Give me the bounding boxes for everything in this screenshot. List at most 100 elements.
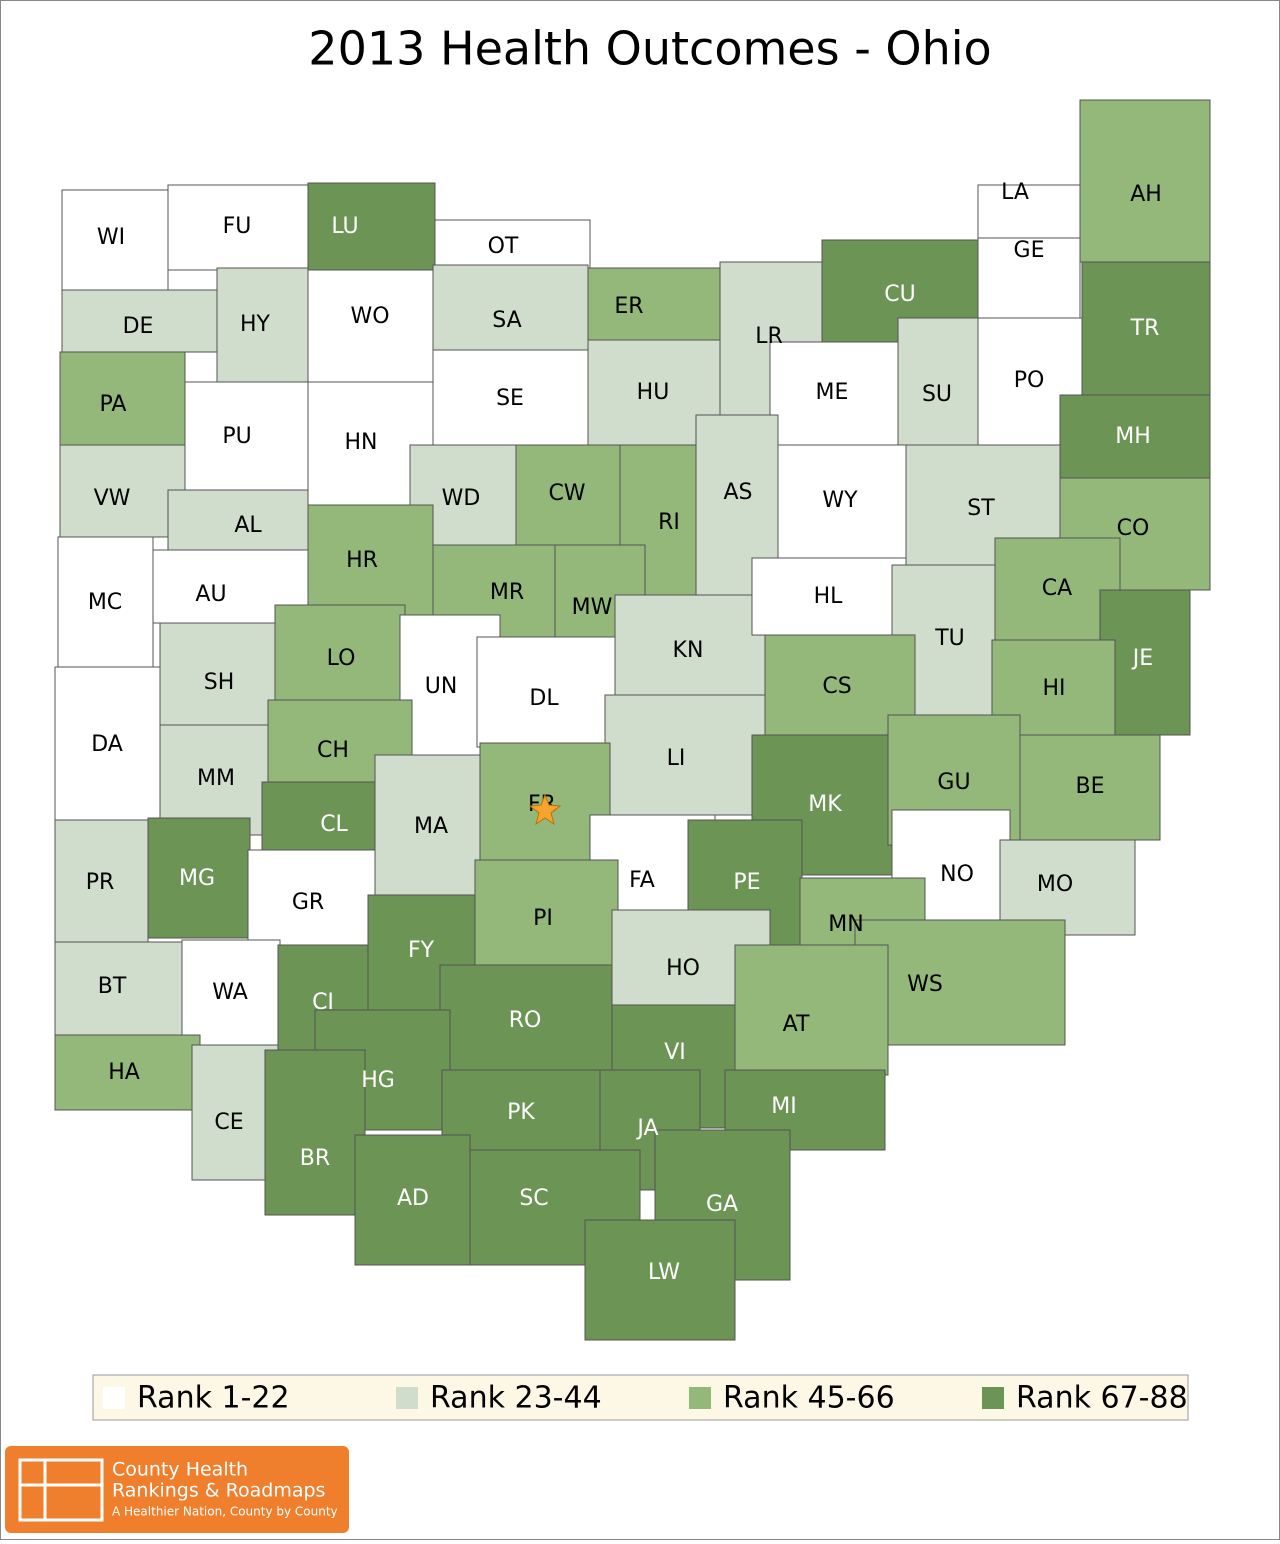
county-label: OT xyxy=(488,234,519,259)
legend-box xyxy=(92,1374,1189,1421)
county xyxy=(977,237,1081,319)
legend-swatch xyxy=(396,1387,418,1409)
county-label: HO xyxy=(666,956,700,981)
county xyxy=(439,964,613,1081)
county xyxy=(57,536,154,668)
county-label: WD xyxy=(442,486,481,511)
legend: Rank 1-22 Rank 23-44 Rank 45-66 Rank 67-88 xyxy=(103,1381,1188,1416)
legend-label: Rank 67-88 xyxy=(1016,1381,1188,1416)
county xyxy=(1019,734,1161,841)
county-label: AL xyxy=(234,513,262,538)
legend-swatch xyxy=(982,1387,1004,1409)
county-label: CH xyxy=(317,738,349,763)
county-label: WA xyxy=(212,980,248,1005)
county-label: JA xyxy=(635,1116,658,1141)
county-label: ER xyxy=(614,294,643,319)
county xyxy=(167,184,309,271)
county xyxy=(614,594,766,701)
county-label: MH xyxy=(1115,424,1151,449)
county xyxy=(264,1049,366,1216)
county xyxy=(604,694,766,816)
county-label: HR xyxy=(346,548,378,573)
county-label: LI xyxy=(667,746,686,771)
county xyxy=(61,289,218,353)
county-label: MR xyxy=(490,580,524,605)
county xyxy=(734,944,889,1076)
county-label: MA xyxy=(414,814,448,839)
county xyxy=(977,184,1081,239)
county-label: KN xyxy=(673,638,704,663)
county-label: JE xyxy=(1131,646,1153,671)
county xyxy=(147,817,251,939)
legend-swatch xyxy=(689,1387,711,1409)
county xyxy=(54,941,183,1039)
county-label: SE xyxy=(496,386,524,411)
county-label: SC xyxy=(519,1186,548,1211)
county-label: PA xyxy=(100,392,127,417)
legend-label: Rank 1-22 xyxy=(137,1381,290,1416)
county-label: GR xyxy=(292,890,324,915)
county-label: MK xyxy=(808,792,842,817)
county-label: NO xyxy=(940,862,974,887)
county xyxy=(354,1134,471,1266)
county-label: LA xyxy=(1001,180,1029,205)
county-label: SA xyxy=(492,308,521,333)
county-label: GE xyxy=(1014,238,1045,263)
legend-label: Rank 45-66 xyxy=(723,1381,895,1416)
county-label: GU xyxy=(937,770,970,795)
county xyxy=(897,317,979,446)
county-label: ME xyxy=(816,380,849,405)
county-label: PK xyxy=(507,1100,535,1125)
county-label: CE xyxy=(214,1110,243,1135)
county-label: BT xyxy=(98,974,127,999)
county-label: PI xyxy=(533,906,553,931)
county-label: MO xyxy=(1037,872,1073,897)
county-label: MW xyxy=(572,595,613,620)
county-label: AD xyxy=(397,1186,429,1211)
county xyxy=(274,604,406,701)
capital-star xyxy=(528,793,562,826)
county xyxy=(476,636,616,748)
county-label: LO xyxy=(327,646,356,671)
county-label: WO xyxy=(350,304,389,329)
county xyxy=(1059,394,1211,479)
county xyxy=(854,919,1066,1046)
county-label: TR xyxy=(1130,316,1160,341)
county-label: SH xyxy=(204,670,235,695)
county-label: HU xyxy=(637,380,670,405)
logo-line1: County Health xyxy=(112,1459,248,1481)
logo-icon xyxy=(18,1458,104,1522)
logo: County Health Rankings & Roadmaps A Heal… xyxy=(5,1446,349,1533)
county xyxy=(307,504,434,616)
logo-tagline: A Healthier Nation, County by County xyxy=(112,1505,338,1519)
county-label: PR xyxy=(86,870,115,895)
county-label: FY xyxy=(408,938,435,963)
legend-label: Rank 23-44 xyxy=(430,1381,602,1416)
county-label: RI xyxy=(658,510,680,535)
county xyxy=(54,819,149,943)
county-label: AT xyxy=(783,1012,810,1037)
logo-line2: Rankings & Roadmaps xyxy=(112,1480,325,1502)
logo-bg xyxy=(5,1446,349,1533)
county xyxy=(1079,99,1211,263)
county xyxy=(54,666,161,821)
county-label: TU xyxy=(934,626,965,651)
county-label: MM xyxy=(197,766,235,791)
county-label: MC xyxy=(88,590,122,615)
county xyxy=(432,349,589,446)
county xyxy=(474,859,619,976)
county xyxy=(59,351,186,446)
county xyxy=(769,341,899,446)
county-label: RO xyxy=(509,1008,542,1033)
county-label: LU xyxy=(331,214,358,239)
county xyxy=(999,839,1136,936)
county-label: MG xyxy=(179,866,215,891)
county xyxy=(434,219,591,269)
county-label: VI xyxy=(664,1040,686,1065)
county-label: BE xyxy=(1076,774,1105,799)
county-label: LW xyxy=(648,1260,680,1285)
county xyxy=(184,381,309,491)
county-label: DL xyxy=(529,686,559,711)
county xyxy=(181,939,281,1046)
